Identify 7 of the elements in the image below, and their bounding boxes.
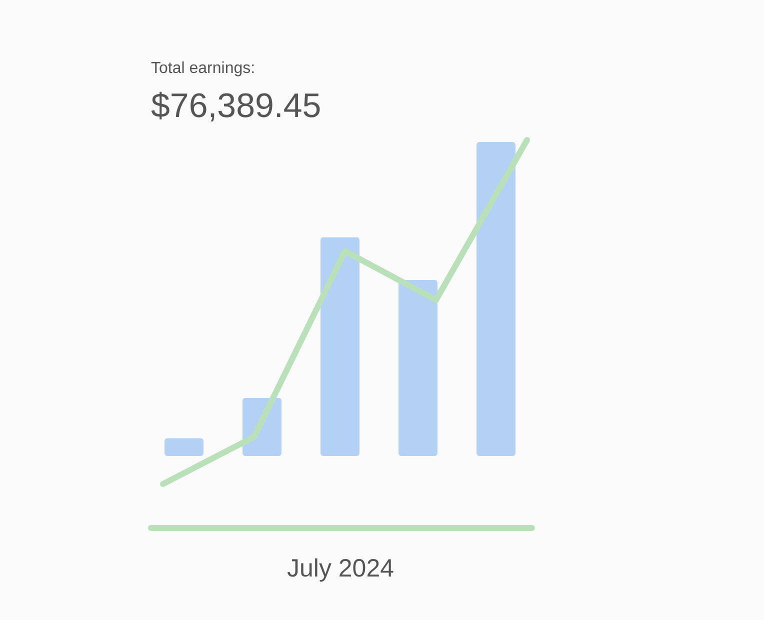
chart-title: Total earnings: [151, 60, 256, 77]
bar [476, 142, 516, 456]
x-axis-title: July 2024 [286, 554, 394, 582]
bar [320, 237, 360, 456]
bar [398, 280, 438, 456]
bar [164, 438, 204, 456]
chart-subtitle: $76,389.45 [151, 87, 322, 125]
